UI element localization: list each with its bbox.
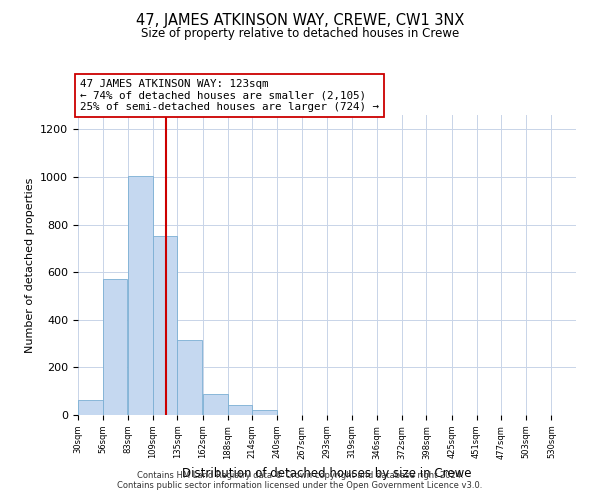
Bar [128,176,153,415]
X-axis label: Distribution of detached houses by size in Crewe: Distribution of detached houses by size … [182,467,472,480]
Bar [178,340,202,415]
Y-axis label: Number of detached properties: Number of detached properties [25,178,35,352]
Bar [227,406,252,415]
Bar [103,280,127,415]
Text: Contains HM Land Registry data © Crown copyright and database right 2024.
Contai: Contains HM Land Registry data © Crown c… [118,470,482,490]
Bar [78,400,103,415]
Bar [153,236,178,415]
Text: Size of property relative to detached houses in Crewe: Size of property relative to detached ho… [141,28,459,40]
Bar [203,394,227,415]
Bar [252,410,277,415]
Text: 47, JAMES ATKINSON WAY, CREWE, CW1 3NX: 47, JAMES ATKINSON WAY, CREWE, CW1 3NX [136,12,464,28]
Text: 47 JAMES ATKINSON WAY: 123sqm
← 74% of detached houses are smaller (2,105)
25% o: 47 JAMES ATKINSON WAY: 123sqm ← 74% of d… [80,79,379,112]
